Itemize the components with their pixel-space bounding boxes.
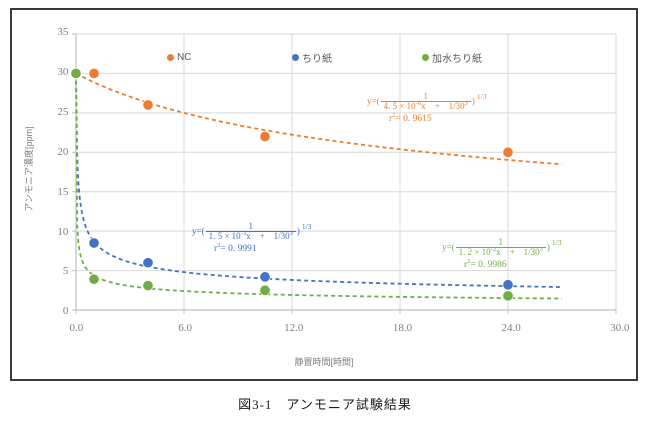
legend-item-label: NC <box>177 51 192 63</box>
y-tick-label: 25 <box>57 105 69 118</box>
annotation-chirigami-equation: y=(1 1. 5 × 10-3x + 1/303) 1/3 r2= 0. 9991 <box>192 221 312 255</box>
y-axis-title: アンモニア濃度[ppm] <box>24 126 34 212</box>
equation-rhs: ) <box>546 242 550 253</box>
equation-power: 1/3 <box>301 222 312 231</box>
chart-plot-area <box>70 33 617 314</box>
equation-body: y=(1 1. 2 × 10-2x + 1/303) 1/3 <box>442 237 562 258</box>
equation-denominator: 1. 5 × 10-3x + 1/303 <box>205 231 296 241</box>
equation-denominator: 1. 2 × 10-2x + 1/303 <box>455 247 546 257</box>
figure-caption: 図3-1 アンモニア試験結果 <box>238 397 412 412</box>
equation-body: y=(1 1. 5 × 10-3x + 1/303) 1/3 <box>192 221 312 242</box>
equation-numerator: 1 <box>498 237 503 247</box>
x-axis-title: 静置時間[時間] <box>294 357 354 367</box>
chart-legend: NC ちり紙 加水ちり紙 <box>132 48 532 66</box>
x-tick-label: 24.0 <box>501 322 521 335</box>
r-squared-label: r2= 0. 9986 <box>464 257 507 270</box>
r-squared-label: r2= 0. 9991 <box>214 241 257 254</box>
y-axis-title-wrapper: アンモニア濃度[ppm] <box>19 99 37 239</box>
x-tick-label: 6.0 <box>178 322 192 335</box>
equation-power: 1/3 <box>551 238 562 247</box>
r-squared-label: r2= 0. 9615 <box>389 111 432 124</box>
x-tick-label: 0.0 <box>69 322 84 335</box>
equation-lhs: y=( <box>192 226 205 237</box>
y-tick-label: 5 <box>62 265 69 278</box>
annotation-kasui-chirigami-equation: y=(1 1. 2 × 10-2x + 1/303) 1/3 r2= 0. 9986 <box>442 237 562 271</box>
x-tick-label: 18.0 <box>392 322 413 335</box>
y-tick-label: 30 <box>57 66 69 79</box>
y-tick-label: 15 <box>57 185 69 198</box>
legend-marker-icon <box>422 53 429 61</box>
equation-lhs: y=( <box>442 242 455 253</box>
data-points <box>70 67 514 302</box>
x-tick-label: 12.0 <box>284 322 304 335</box>
equation-numerator: 1 <box>423 91 428 101</box>
equation-numerator: 1 <box>248 221 253 231</box>
y-tick-label: 20 <box>57 145 69 158</box>
legend-item-label: ちり紙 <box>302 53 332 65</box>
equation-lhs: y=( <box>367 96 380 107</box>
axis-lines <box>72 33 617 314</box>
legend-item-label: 加水ちり紙 <box>432 53 482 65</box>
equation-denominator: 4. 5 × 10-6x + 1/303 <box>380 101 471 111</box>
legend-marker-icon <box>292 53 299 61</box>
y-tick-label: 0 <box>62 305 69 318</box>
legend-item-1[interactable]: NC <box>167 48 191 66</box>
equation-fraction: 1 1. 2 × 10-2x + 1/303 <box>455 237 546 258</box>
legend-item-2[interactable]: ちり紙 <box>292 48 332 66</box>
legend-item-3[interactable]: 加水ちり紙 <box>422 48 482 66</box>
legend-marker-icon <box>167 53 174 61</box>
equation-fraction: 1 1. 5 × 10-3x + 1/303 <box>205 221 296 242</box>
y-tick-label: 35 <box>57 26 69 39</box>
y-tick-label: 10 <box>57 225 69 238</box>
equation-power: 1/3 <box>476 92 487 101</box>
x-tick-label: 30.0 <box>610 322 630 335</box>
equation-rhs: ) <box>296 226 300 237</box>
gridlines <box>76 33 617 311</box>
equation-rhs: ) <box>471 96 475 107</box>
chart-frame: 0 5 10 15 20 25 30 35 0.0 6.0 12.0 18.0 24.0 30.0 静置… <box>10 8 638 381</box>
trendlines <box>75 72 563 300</box>
annotation-nc-equation: y=(1 4. 5 × 10-6x + 1/303) 1/3 r2= 0. 9615 <box>367 91 487 125</box>
equation-body: y=(1 4. 5 × 10-6x + 1/303) 1/3 <box>367 91 487 112</box>
equation-fraction: 1 4. 5 × 10-6x + 1/303 <box>380 91 471 112</box>
